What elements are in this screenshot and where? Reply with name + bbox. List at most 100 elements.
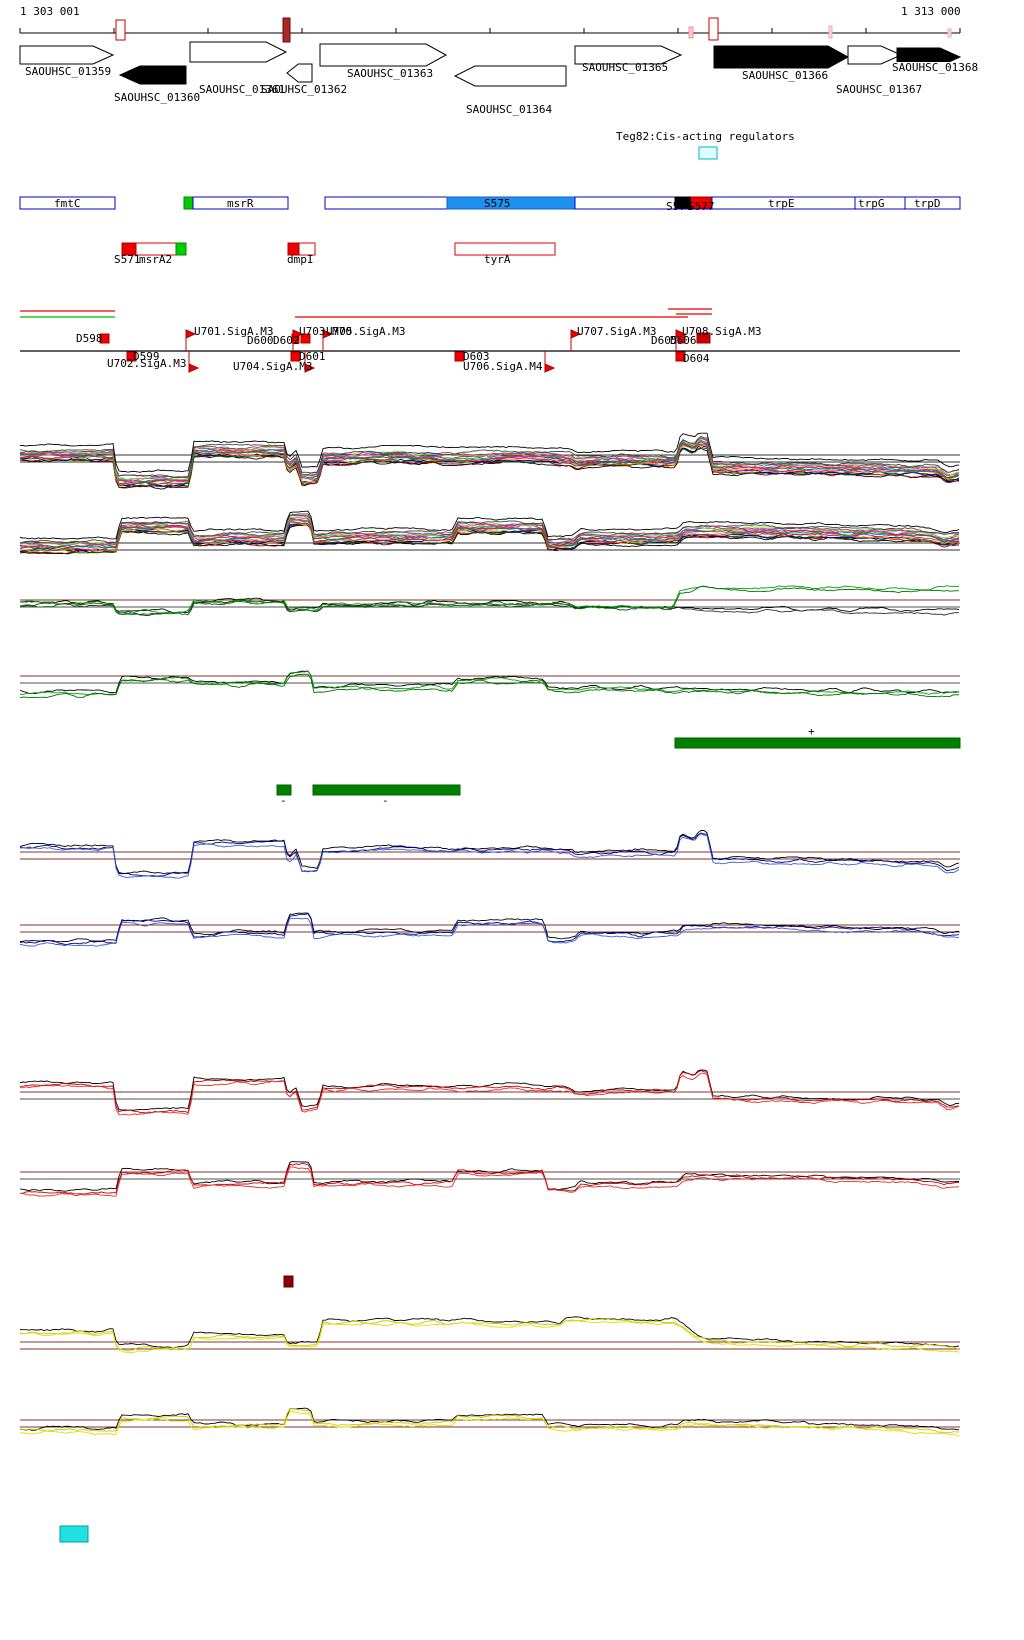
ruler-start-label: 1 303 001 xyxy=(20,5,80,18)
signal-series xyxy=(19,1072,960,1116)
label-u707-siga-m3: U707.SigA.M3 xyxy=(577,325,657,338)
feature-S575-solid[interactable] xyxy=(446,196,576,210)
signal-series xyxy=(19,585,960,614)
gene-arrow-SAOUHSC_01366[interactable] xyxy=(713,45,850,69)
tss-flag-down-icon[interactable] xyxy=(544,363,556,373)
signal-series xyxy=(19,513,960,544)
signal-series xyxy=(19,510,960,540)
label-saouhsc-01367: SAOUHSC_01367 xyxy=(836,83,923,96)
label-teg82-cis-acting-regulators: Teg82:Cis-acting regulators xyxy=(616,130,795,143)
gene-arrow-SAOUHSC_01360[interactable] xyxy=(118,65,187,85)
ruler-terminator-marker[interactable] xyxy=(947,28,952,38)
tss-flag-up-icon[interactable] xyxy=(570,329,582,339)
tss-flag-down-icon[interactable] xyxy=(304,363,316,373)
signal-series xyxy=(20,440,960,485)
feature-tss-D602[interactable] xyxy=(300,333,311,344)
label-saouhsc-01361: SAOUHSC_01361 xyxy=(199,83,286,96)
gene-arrow-SAOUHSC_01363[interactable] xyxy=(319,43,448,67)
ruler-terminator-marker[interactable] xyxy=(708,17,719,41)
gene-arrow-SAOUHSC_01361[interactable] xyxy=(189,41,288,63)
ruler-terminator-marker[interactable] xyxy=(282,17,291,43)
label--: - xyxy=(382,794,389,807)
signal-series xyxy=(19,437,960,478)
label-s575: S575 xyxy=(484,197,511,210)
label-s576: S576 xyxy=(666,200,693,213)
label-d601: D601 xyxy=(299,350,326,363)
feature-tyrA-box[interactable] xyxy=(454,242,556,256)
tss-flag-down-icon[interactable] xyxy=(188,363,200,373)
signal-series xyxy=(19,673,960,699)
feature-teg82-box[interactable] xyxy=(698,146,718,160)
label-d604: D604 xyxy=(683,352,710,365)
label-saouhsc-01359: SAOUHSC_01359 xyxy=(25,65,112,78)
feature-tss-D606[interactable] xyxy=(696,332,711,344)
feature-tss-D603[interactable] xyxy=(454,351,465,362)
signal-series xyxy=(19,912,960,943)
label-saouhsc-01366: SAOUHSC_01366 xyxy=(742,69,829,82)
signal-series xyxy=(19,585,960,616)
feature-trpD[interactable] xyxy=(904,196,961,210)
signal-series xyxy=(19,832,960,877)
tss-flag-up-icon[interactable] xyxy=(185,329,197,339)
label-saouhsc-01365: SAOUHSC_01365 xyxy=(582,61,669,74)
label-saouhsc-01360: SAOUHSC_01360 xyxy=(114,91,201,104)
feature-green-mark-1[interactable] xyxy=(183,196,194,210)
feature-green-bar-right[interactable] xyxy=(674,737,961,749)
label-d606: D606 xyxy=(670,334,697,347)
ruler-terminator-marker[interactable] xyxy=(828,25,833,39)
signal-series xyxy=(19,1163,960,1195)
ruler-terminator-marker[interactable] xyxy=(688,26,694,39)
gene-arrow-SAOUHSC_01364[interactable] xyxy=(453,65,567,87)
feature-dark-red-mark[interactable] xyxy=(283,1275,294,1288)
signal-series xyxy=(19,514,960,546)
feature-tss-D604[interactable] xyxy=(675,351,686,362)
label-u705-siga-m3: U705.SigA.M3 xyxy=(326,325,406,338)
label-fmtc: fmtC xyxy=(54,197,81,210)
signal-series xyxy=(19,1319,960,1354)
tss-flag-up-icon[interactable] xyxy=(322,329,334,339)
feature-dmpI-solid[interactable] xyxy=(287,242,300,256)
feature-tss-D598[interactable] xyxy=(99,333,110,344)
signal-series xyxy=(19,1166,960,1197)
feature-tss-D599[interactable] xyxy=(126,351,137,362)
signal-series xyxy=(19,517,960,548)
label-u706-siga-m4: U706.SigA.M4 xyxy=(463,360,543,373)
signal-series xyxy=(19,438,960,482)
signal-series xyxy=(19,1070,960,1114)
signal-series xyxy=(19,517,960,548)
signal-series xyxy=(19,829,960,875)
gene-arrow-SAOUHSC_01362[interactable] xyxy=(286,63,313,83)
signal-series xyxy=(19,833,960,879)
feature-msrR[interactable] xyxy=(192,196,289,210)
feature-S571-solid[interactable] xyxy=(121,242,137,256)
feature-green-mark-2[interactable] xyxy=(175,242,187,256)
label-msra2: msrA2 xyxy=(139,253,173,266)
tss-flag-up-icon[interactable] xyxy=(675,329,687,339)
label-saouhsc-01364: SAOUHSC_01364 xyxy=(466,103,553,116)
gene-arrow-SAOUHSC_01365[interactable] xyxy=(574,45,683,65)
label-d600: D600 xyxy=(247,334,274,347)
signal-series xyxy=(19,1161,960,1192)
signal-series xyxy=(20,432,960,473)
feature-green-bar-mid[interactable] xyxy=(312,784,461,796)
label-u701-siga-m3: U701.SigA.M3 xyxy=(194,325,274,338)
label-saouhsc-01363: SAOUHSC_01363 xyxy=(347,67,434,80)
feature-cyan-box-bottom[interactable] xyxy=(59,1525,89,1543)
feature-green-bar-small[interactable] xyxy=(276,784,292,796)
signal-series xyxy=(19,437,960,480)
label-msrr: msrR xyxy=(227,197,254,210)
gene-arrow-SAOUHSC_01359[interactable] xyxy=(19,45,115,65)
label-saouhsc-01368: SAOUHSC_01368 xyxy=(892,61,979,74)
feature-tss-D601[interactable] xyxy=(290,351,301,362)
signal-series xyxy=(19,913,960,945)
ruler-terminator-marker[interactable] xyxy=(115,19,126,41)
label-d603: D603 xyxy=(463,350,490,363)
signal-series xyxy=(19,1318,960,1352)
label-trpe: trpE xyxy=(768,197,795,210)
gene-arrow-SAOUHSC_01367[interactable] xyxy=(847,45,903,65)
signal-series xyxy=(19,447,960,490)
feature-fmtC[interactable] xyxy=(19,196,116,210)
tss-flag-up-icon[interactable] xyxy=(292,329,304,339)
signal-series xyxy=(19,1407,960,1434)
